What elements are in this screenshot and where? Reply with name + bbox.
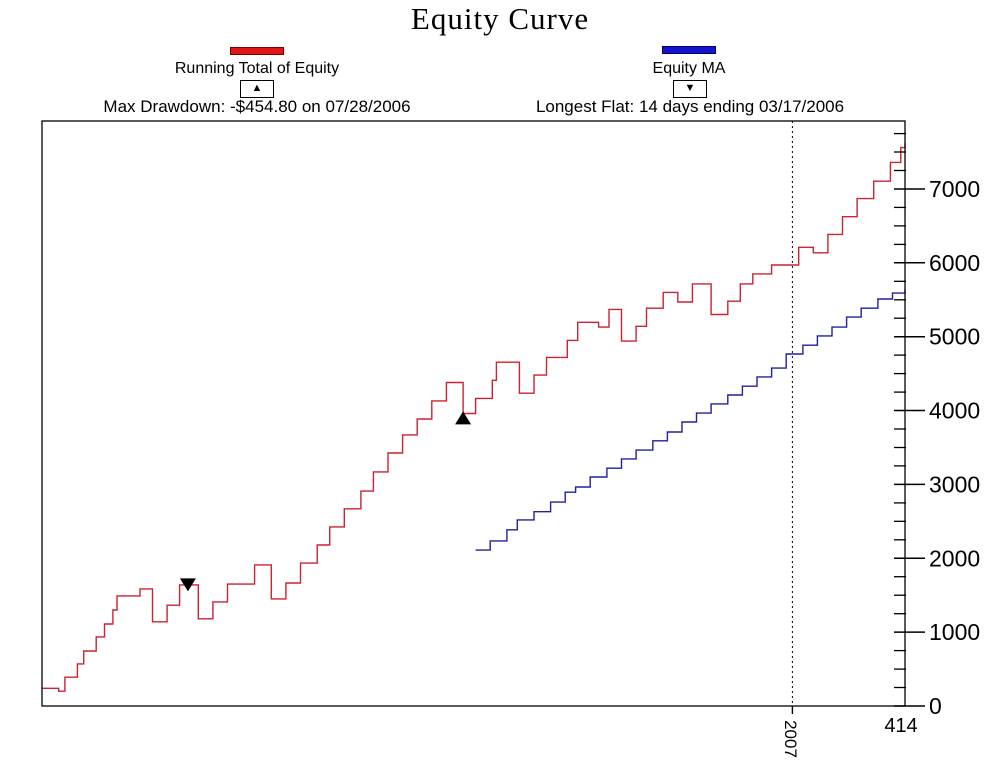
longest-flat-annotation: Longest Flat: 14 days ending 03/17/2006 [535, 97, 845, 116]
x-axis-year-label: 2007 [781, 720, 800, 758]
equity-ma-color-swatch [662, 46, 716, 54]
running-total-color-swatch [230, 47, 284, 55]
longest-flat-marker-button[interactable]: ▼ [673, 80, 707, 98]
equity-curve-line [42, 143, 906, 692]
x-axis-end-label: 414 [884, 715, 918, 737]
max-drawdown-annotation: Max Drawdown: -$454.80 on 07/28/2006 [103, 97, 411, 116]
triangle-up-marker [455, 411, 472, 425]
triangle-down-icon: ▼ [684, 82, 696, 94]
triangle-down-marker [179, 578, 196, 592]
max-drawdown-marker-button[interactable]: ▲ [240, 80, 274, 98]
y-axis-tick-label: 5000 [929, 324, 980, 350]
chart-title: Equity Curve [410, 1, 590, 36]
y-axis-tick-label: 1000 [929, 619, 980, 645]
y-axis-tick-label: 3000 [929, 471, 980, 497]
y-axis-tick-label: 6000 [929, 250, 980, 276]
y-axis-tick-label: 4000 [929, 398, 980, 424]
plot-frame [41, 120, 906, 707]
triangle-up-icon: ▲ [251, 82, 263, 94]
y-axis-tick-label: 2000 [929, 545, 980, 571]
equity-ma-legend-label: Equity MA [652, 60, 726, 77]
equity-ma-line [475, 289, 906, 551]
y-axis-tick-label: 7000 [929, 176, 980, 202]
running-total-legend-label: Running Total of Equity [174, 60, 340, 77]
y-axis-tick-label: 0 [929, 693, 942, 719]
